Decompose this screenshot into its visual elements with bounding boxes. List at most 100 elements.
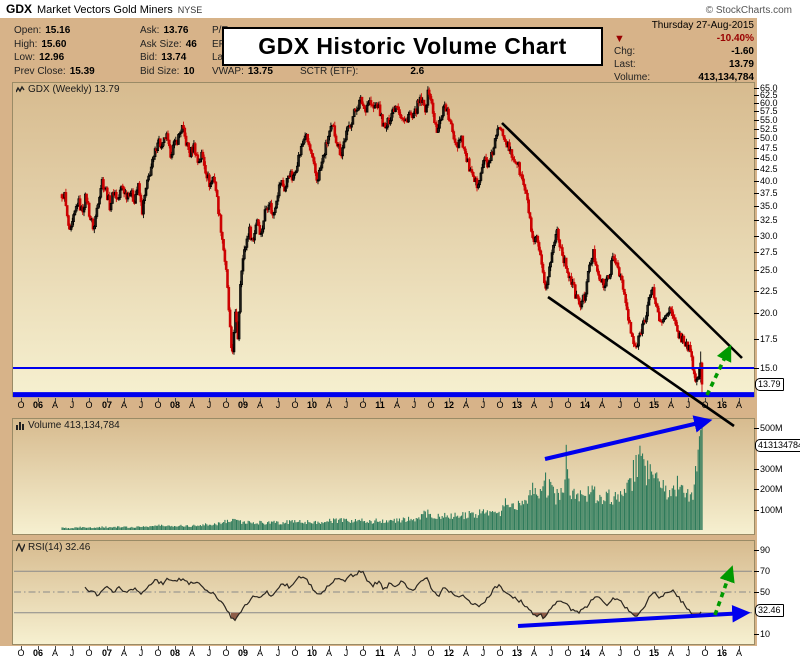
x-axis-label: J xyxy=(275,400,281,410)
sctr-field: SCTR (ETF): 2.6 xyxy=(300,66,424,77)
x-axis-label: A xyxy=(530,648,537,658)
quote-field-value: 13.75 xyxy=(247,65,273,77)
x-axis-tick xyxy=(654,646,655,650)
quote-field: High: 15.60 xyxy=(14,39,66,50)
x-axis-label: J xyxy=(275,648,281,658)
x-axis-label: 09 xyxy=(237,400,248,410)
x-axis-tick xyxy=(431,646,432,650)
x-axis-tick xyxy=(414,646,415,650)
volume-axis-tick xyxy=(754,428,759,429)
x-axis-label: A xyxy=(598,400,605,410)
quote-field-value: 15.39 xyxy=(69,65,95,77)
x-axis-label: J xyxy=(206,648,212,658)
x-axis-tick xyxy=(209,398,210,402)
x-axis-label: A xyxy=(325,400,332,410)
price-axis-tick xyxy=(754,169,759,170)
price-axis-tick xyxy=(754,111,759,112)
quote-field-value: 10 xyxy=(183,65,195,77)
x-axis-label: O xyxy=(564,648,572,658)
top-strip: GDX Market Vectors Gold Miners NYSE © St… xyxy=(0,0,800,18)
x-axis-tick xyxy=(380,398,381,402)
x-axis-tick xyxy=(397,646,398,650)
x-axis-tick xyxy=(72,398,73,402)
price-axis-label: 50.0 xyxy=(760,133,778,143)
quote-right-row: Volume: 413,134,784 xyxy=(614,72,754,83)
quote-right-label: Volume: xyxy=(614,71,651,83)
x-axis-tick xyxy=(107,398,108,402)
price-axis-tick xyxy=(754,120,759,121)
price-axis-label: 15.0 xyxy=(760,363,778,373)
x-axis-tick xyxy=(158,646,159,650)
x-axis-label: O xyxy=(17,400,25,410)
x-axis-label: A xyxy=(188,648,195,658)
quote-field: Low: 12.96 xyxy=(14,52,64,63)
x-axis-tick xyxy=(89,398,90,402)
x-axis-label: A xyxy=(120,400,127,410)
x-axis-label: A xyxy=(735,400,742,410)
price-axis-label: 65.0 xyxy=(760,83,778,93)
quote-field-label: Low: xyxy=(14,52,36,64)
price-axis-label: 55.0 xyxy=(760,115,778,125)
rsi-axis-label: 50 xyxy=(760,587,771,597)
quote-right-value: 13.79 xyxy=(728,58,754,70)
price-axis-tick xyxy=(754,339,759,340)
x-axis-label: J xyxy=(617,400,623,410)
price-chart-icon xyxy=(16,85,25,93)
x-axis-tick xyxy=(517,646,518,650)
price-axis-label: 32.5 xyxy=(760,215,778,225)
x-axis-tick xyxy=(449,398,450,402)
price-axis-tick xyxy=(754,88,759,89)
x-axis-tick xyxy=(295,398,296,402)
x-axis-label: 13 xyxy=(511,648,522,658)
x-axis-tick xyxy=(312,398,313,402)
price-axis-label: 45.0 xyxy=(760,153,778,163)
x-axis-tick xyxy=(226,398,227,402)
copyright-text: © StockCharts.com xyxy=(705,5,792,16)
price-axis-tick xyxy=(754,313,759,314)
x-axis-tick xyxy=(585,646,586,650)
x-axis-label: J xyxy=(343,648,349,658)
x-axis-label: J xyxy=(548,400,554,410)
quote-field-label: Open: xyxy=(14,25,42,36)
down-triangle-icon: ▼ xyxy=(614,33,625,45)
price-panel-label-text: GDX (Weekly) 13.79 xyxy=(28,84,120,95)
x-axis-label: A xyxy=(256,648,263,658)
volume-axis-tick xyxy=(754,489,759,490)
quote-right-label: Chg: xyxy=(614,46,636,57)
quote-field-value: 13.74 xyxy=(161,52,187,64)
x-axis-label: A xyxy=(393,648,400,658)
x-axis-label: A xyxy=(51,400,58,410)
x-axis-label: 11 xyxy=(375,648,385,658)
price-axis-label: 47.5 xyxy=(760,143,778,153)
x-axis-tick xyxy=(500,646,501,650)
quote-right-value: -1.60 xyxy=(731,46,754,57)
x-axis-label: O xyxy=(17,648,25,658)
price-chart-svg xyxy=(60,86,704,394)
quote-field: VWAP: 13.75 xyxy=(212,66,273,77)
x-axis-tick xyxy=(620,646,621,650)
x-axis-tick xyxy=(671,646,672,650)
rsi-axis-tick xyxy=(754,592,759,593)
price-axis-tick xyxy=(754,220,759,221)
x-axis-tick xyxy=(312,646,313,650)
quote-field: Open: 15.16 xyxy=(14,25,70,36)
price-axis-label: 27.5 xyxy=(760,247,778,257)
x-axis-label: J xyxy=(617,648,623,658)
quote-field-label: High: xyxy=(14,38,38,50)
x-axis-label: A xyxy=(393,400,400,410)
rsi-axis-label: 10 xyxy=(760,629,771,639)
volume-axis-label: 200M xyxy=(760,484,783,494)
volume-chart-svg xyxy=(61,423,703,530)
x-axis-tick xyxy=(602,646,603,650)
price-axis-tick xyxy=(754,368,759,369)
price-axis-tick xyxy=(754,181,759,182)
x-axis-label: 10 xyxy=(306,648,317,658)
quote-field: Ask: 13.76 xyxy=(140,25,188,36)
quote-field: Ask Size: 46 xyxy=(140,39,197,50)
x-axis-label: J xyxy=(685,400,691,410)
price-panel-label: GDX (Weekly) 13.79 xyxy=(16,84,120,95)
x-axis-label: O xyxy=(291,400,299,410)
x-axis-label: O xyxy=(427,648,435,658)
x-axis-tick xyxy=(380,646,381,650)
x-axis-tick xyxy=(466,646,467,650)
